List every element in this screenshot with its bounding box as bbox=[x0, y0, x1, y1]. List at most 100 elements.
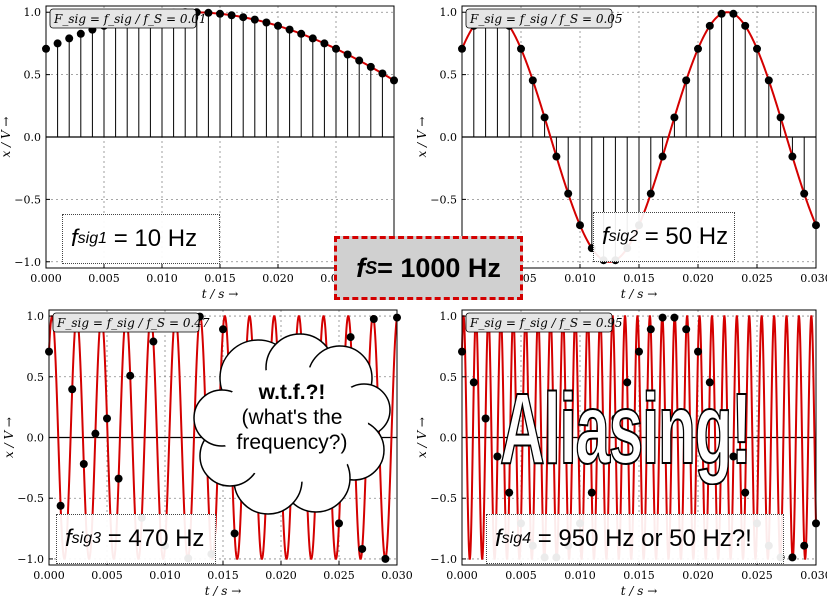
sample-point bbox=[611, 414, 620, 423]
sample-point bbox=[366, 62, 375, 71]
sample-point bbox=[623, 378, 632, 387]
sample-point bbox=[320, 39, 329, 48]
y-tick-label: 0.0 bbox=[440, 131, 458, 144]
y-tick-label: 1.0 bbox=[440, 310, 458, 323]
x-tick-label: 0.005 bbox=[505, 569, 537, 582]
sample-point bbox=[517, 44, 525, 53]
fs-f: f bbox=[356, 252, 366, 283]
fsig1-value: = 10 Hz bbox=[113, 225, 198, 252]
sample-point bbox=[481, 414, 490, 423]
x-tick-label: 0.000 bbox=[446, 569, 478, 582]
cloud-line-2: (what's the bbox=[241, 406, 343, 429]
sample-point bbox=[658, 152, 667, 161]
x-tick-label: 0.020 bbox=[682, 272, 714, 285]
fsig3-label: f sig3 = 470 Hz bbox=[56, 514, 216, 564]
sample-point bbox=[694, 347, 702, 356]
title-box bbox=[465, 312, 613, 333]
sample-point bbox=[800, 189, 809, 198]
sample-point bbox=[204, 8, 213, 17]
sample-point bbox=[126, 371, 135, 380]
x-tick-label: 0.000 bbox=[33, 569, 65, 582]
fsig3-sub: sig3 bbox=[71, 530, 102, 547]
fsig3-value: = 470 Hz bbox=[107, 525, 205, 552]
x-tick-label: 0.005 bbox=[91, 569, 123, 582]
sample-point bbox=[753, 44, 761, 53]
sample-point bbox=[332, 44, 340, 53]
y-tick-label: 0.0 bbox=[440, 432, 458, 445]
title-box bbox=[465, 8, 613, 29]
thought-cloud bbox=[193, 333, 391, 515]
x-tick-label: 0.010 bbox=[146, 272, 178, 285]
sample-point bbox=[230, 529, 239, 538]
cloud-line-3: frequency?) bbox=[236, 431, 348, 454]
y-tick-label: 1.0 bbox=[27, 310, 45, 323]
x-tick-label: 0.025 bbox=[323, 569, 355, 582]
sample-point bbox=[149, 337, 158, 346]
sample-point bbox=[788, 152, 797, 161]
x-tick-label: 0.000 bbox=[30, 272, 62, 285]
sample-point bbox=[369, 314, 378, 323]
sample-point bbox=[335, 519, 343, 528]
sample-point bbox=[741, 488, 750, 497]
sample-point bbox=[103, 414, 111, 423]
aliasing-text: Aliasing! bbox=[499, 372, 752, 486]
sample-point bbox=[65, 34, 74, 43]
sample-point bbox=[114, 474, 123, 483]
x-tick-label: 0.030 bbox=[800, 569, 827, 582]
sample-point bbox=[216, 9, 224, 18]
x-tick-label: 0.015 bbox=[204, 272, 236, 285]
y-axis-label: x / V → bbox=[2, 417, 16, 458]
sample-point bbox=[646, 325, 655, 334]
x-tick-label: 0.010 bbox=[149, 569, 181, 582]
fs-value: = 1000 Hz bbox=[377, 252, 501, 283]
sample-point bbox=[717, 9, 726, 18]
sample-point bbox=[505, 488, 514, 497]
y-tick-label: −1.0 bbox=[430, 553, 457, 566]
fsig2-label: f sig2 = 50 Hz bbox=[593, 212, 735, 262]
sample-point bbox=[358, 544, 367, 553]
panel-title: F_sig = f_sig / f_S = 0.95 bbox=[469, 316, 623, 330]
panel-1: 0.0000.0050.0100.0150.0200.0250.0301.00.… bbox=[0, 5, 410, 301]
sample-point bbox=[285, 25, 294, 34]
sample-point bbox=[355, 56, 364, 65]
sample-point bbox=[343, 50, 352, 59]
fsig1-sub: sig1 bbox=[77, 230, 108, 247]
y-axis-label: x / V → bbox=[415, 117, 429, 158]
sample-point bbox=[219, 325, 227, 334]
sample-point bbox=[76, 29, 85, 38]
panel-title: F_sig = f_sig / f_S = 0.01 bbox=[53, 12, 207, 26]
sample-point bbox=[764, 76, 773, 85]
title-box bbox=[49, 8, 197, 29]
panel-4: 0.000 0.005 0.010 0.015 0.020 0.025 0.030 1.0 0.… bbox=[415, 309, 827, 598]
sample-point bbox=[646, 189, 655, 198]
sample-point bbox=[262, 18, 271, 27]
cloud-body bbox=[220, 366, 368, 482]
fsig4-value: = 950 Hz or 50 Hz?! bbox=[537, 525, 752, 552]
y-tick-label: −0.5 bbox=[430, 492, 457, 505]
sample-point bbox=[788, 553, 797, 562]
sample-point bbox=[346, 333, 355, 342]
y-tick-label: −1.0 bbox=[17, 553, 44, 566]
sample-point bbox=[250, 15, 259, 24]
sample-point bbox=[274, 21, 282, 30]
sample-point bbox=[599, 452, 608, 461]
y-tick-label: 1.0 bbox=[440, 6, 458, 19]
sample-point bbox=[587, 488, 596, 497]
x-axis-label: t / s → bbox=[621, 584, 658, 598]
sample-point bbox=[729, 452, 738, 461]
fsig1-label: f sig1 = 10 Hz bbox=[62, 214, 220, 264]
x-axis-label: t / s → bbox=[202, 287, 239, 301]
y-tick-label: 0.0 bbox=[27, 432, 45, 445]
sample-point bbox=[227, 11, 236, 20]
sample-point bbox=[705, 378, 714, 387]
panel-title: F_sig = f_sig / f_S = 0.47 bbox=[56, 316, 210, 330]
sample-point bbox=[297, 29, 306, 38]
fsig2-value: = 50 Hz bbox=[644, 223, 729, 250]
x-tick-label: 0.005 bbox=[88, 272, 120, 285]
y-tick-label: 0.5 bbox=[440, 69, 458, 82]
fsig4-label: f sig4 = 950 Hz or 50 Hz?! bbox=[486, 514, 784, 564]
x-tick-label: 0.020 bbox=[262, 272, 294, 285]
y-tick-label: −1.0 bbox=[14, 256, 41, 269]
sample-point bbox=[381, 554, 390, 563]
